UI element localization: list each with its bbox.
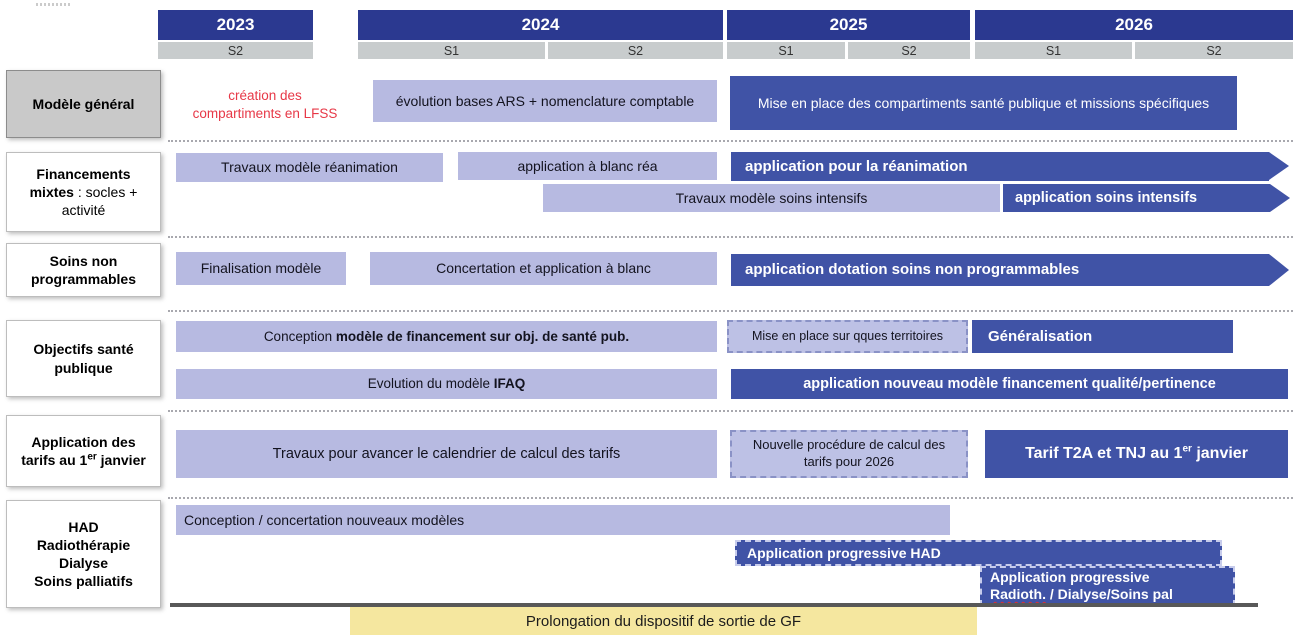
bar-text-line1: Application progressive [990, 568, 1150, 585]
bar-mise-en-place-qques-territoires: Mise en place sur qques territoires [727, 320, 968, 353]
bar-evolution-modele-ifaq: Evolution du modèle IFAQ [176, 369, 717, 399]
row-separator [168, 310, 1293, 312]
label-text: Application des tarifs au 1er janvier [21, 433, 146, 468]
bar-finalisation-modele: Finalisation modèle [176, 252, 346, 285]
row-label-modele-general: Modèle général [6, 70, 161, 138]
bar-text: Tarif T2A et TNJ au 1er janvier [1025, 443, 1248, 462]
bar-application-nouveau-modele-qualite: application nouveau modèle financement q… [731, 369, 1288, 399]
bar-application-progressive-had: Application progressive HAD [735, 540, 1222, 566]
bar-application-soins-intensifs: application soins intensifs [1003, 184, 1290, 212]
row-separator [168, 140, 1293, 142]
bar-nouvelle-procedure-calcul-tarifs: Nouvelle procédure de calcul des tarifs … [730, 430, 968, 478]
year-2024: 2024 [358, 10, 723, 40]
bar-concertation-application-blanc: Concertation et application à blanc [370, 252, 717, 285]
label-line: Dialyse [58, 555, 109, 571]
semester-cell: S1 [727, 42, 845, 59]
semester-cell: S1 [358, 42, 545, 59]
label-line: Radiothérapie [36, 536, 131, 553]
row-label-objectifs-sante-publique: Objectifs santé publique [6, 320, 161, 397]
bar-application-a-blanc-rea: application à blanc réa [458, 152, 717, 180]
bar-application-progressive-radioth-dialyse: Application progressive Radioth. / Dialy… [980, 566, 1235, 606]
corner-artifact [36, 3, 72, 6]
bar-text-line2: Radioth. / Dialyse/Soins pal [990, 586, 1173, 602]
row-label-application-tarifs: Application des tarifs au 1er janvier [6, 415, 161, 487]
label-line: Soins palliatifs [34, 573, 133, 590]
bar-text: Evolution du modèle IFAQ [367, 376, 526, 392]
bar-travaux-calendrier-calcul-tarifs: Travaux pour avancer le calendrier de ca… [176, 430, 717, 478]
row-label-financements-mixtes: Financements mixtes : socles + activité [6, 152, 161, 232]
bar-conception-concertation-nouveaux-modeles: Conception / concertation nouveaux modèl… [176, 505, 950, 535]
label-text: Financements mixtes : socles + activité [29, 165, 138, 219]
row-label-had-radiotherapie-dialyse: HAD Radiothérapie Dialyse Soins palliati… [6, 500, 161, 608]
label-line: HAD [68, 518, 99, 535]
semester-cell: S2 [1135, 42, 1293, 59]
year-2025: 2025 [727, 10, 970, 40]
bar-travaux-modele-reanimation: Travaux modèle réanimation [176, 153, 443, 182]
bar-conception-modele-financement: Conception modèle de financement sur obj… [176, 321, 717, 352]
row-separator [168, 236, 1293, 238]
bar-text: Conception modèle de financement sur obj… [263, 328, 630, 344]
bar-generalisation: Généralisation [972, 320, 1233, 353]
year-2026: 2026 [975, 10, 1293, 40]
row-label-soins-non-programmables: Soins non programmables [6, 243, 161, 297]
banner-prolongation-gf: Prolongation du dispositif de sortie de … [350, 607, 977, 635]
bar-evolution-bases-ars: évolution bases ARS + nomenclature compt… [373, 80, 717, 122]
bar-tarif-t2a-tnj: Tarif T2A et TNJ au 1er janvier [985, 430, 1288, 478]
semester-cell: S1 [975, 42, 1132, 59]
timeline-axis-line [170, 603, 1258, 607]
bar-travaux-modele-soins-intensifs: Travaux modèle soins intensifs [543, 184, 1000, 212]
semester-cell: S2 [158, 42, 313, 59]
bar-application-pour-la-reanimation: application pour la réanimation [731, 152, 1289, 181]
bar-application-dotation-snp: application dotation soins non programma… [731, 254, 1289, 286]
semester-cell: S2 [548, 42, 723, 59]
bar-mise-en-place-compartiments: Mise en place des compartiments santé pu… [730, 76, 1237, 130]
row-separator [168, 497, 1293, 499]
note-creation-compartiments-lfss: création des compartiments en LFSS [192, 87, 338, 121]
year-2023: 2023 [158, 10, 313, 40]
row-separator [168, 410, 1293, 412]
semester-cell: S2 [848, 42, 970, 59]
